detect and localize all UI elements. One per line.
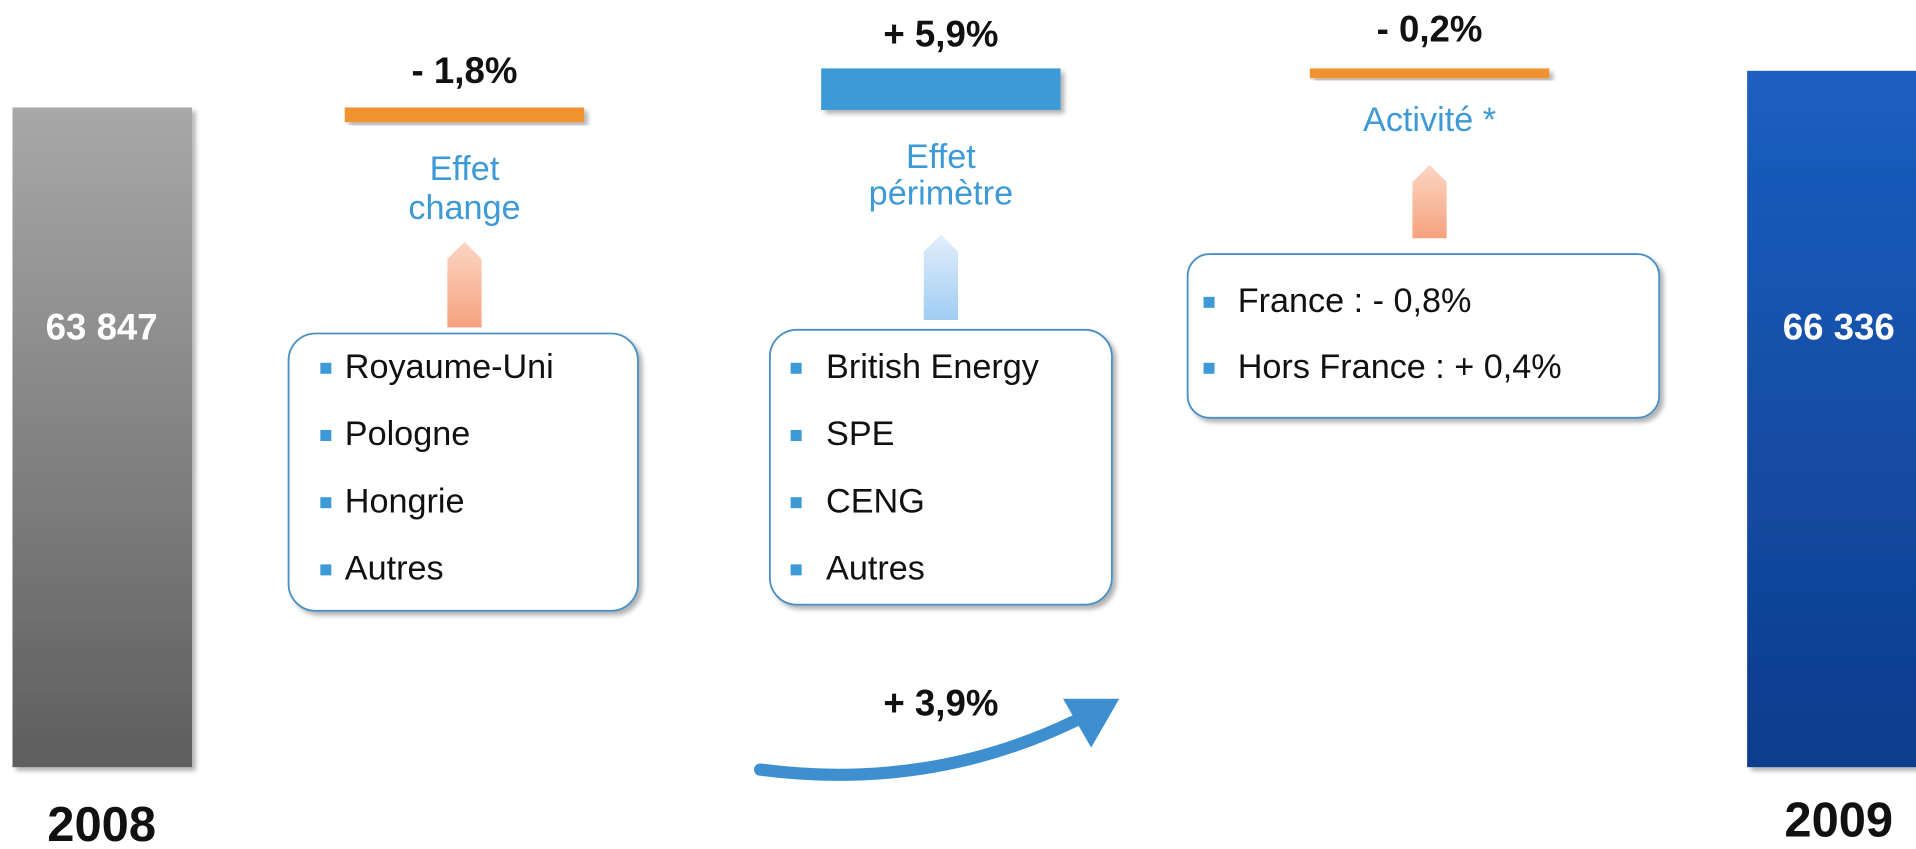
item-text: France : - 0,8% xyxy=(1238,282,1472,320)
bullet xyxy=(320,564,332,576)
bullet xyxy=(790,362,802,374)
bullet xyxy=(320,429,332,441)
curved-arrow xyxy=(753,714,1082,781)
item-text: Autres xyxy=(826,550,925,588)
start-year: 2008 xyxy=(47,798,156,849)
detail-box xyxy=(768,328,1113,606)
end-year: 2009 xyxy=(1784,793,1893,847)
arrow-head xyxy=(1063,698,1120,748)
item-text: CENG xyxy=(826,482,925,520)
bullet xyxy=(790,497,802,509)
item-list: Royaume-Uni Pologne Hongrie Autres xyxy=(320,348,554,588)
end-bar xyxy=(1747,70,1916,768)
item-text: Royaume-Uni xyxy=(345,348,554,386)
up-arrow xyxy=(923,234,958,321)
bullet xyxy=(1203,362,1215,374)
effect-value: - 1,8% xyxy=(412,50,518,91)
item-text: Hongrie xyxy=(345,482,465,520)
item-text: Hors France : + 0,4% xyxy=(1238,348,1562,386)
effect-bar xyxy=(1309,68,1550,79)
bullet xyxy=(790,564,802,576)
item-list: France : - 0,8% Hors France : + 0,4% xyxy=(1203,282,1562,386)
bullet xyxy=(1203,296,1215,308)
item-list: British Energy SPE CENG Autres xyxy=(790,348,1040,588)
start-value: 63 847 xyxy=(46,306,158,347)
item-text: British Energy xyxy=(826,348,1040,386)
item-text: SPE xyxy=(826,415,894,453)
detail-box xyxy=(287,332,639,612)
effect-bar xyxy=(821,68,1061,110)
effect-label: Effet xyxy=(906,138,976,176)
effect-bar xyxy=(344,107,585,123)
end-value: 66 336 xyxy=(1783,306,1895,347)
item-text: Autres xyxy=(345,550,444,588)
bullet xyxy=(320,362,332,374)
up-arrow xyxy=(1412,164,1447,239)
item-text: Pologne xyxy=(345,415,470,453)
effect-value: - 0,2% xyxy=(1377,8,1483,49)
effect-label: Activité * xyxy=(1363,101,1496,139)
bullet xyxy=(790,429,802,441)
detail-box xyxy=(1186,253,1661,419)
effect-value: + 5,9% xyxy=(883,13,998,54)
total-change: + 3,9% xyxy=(883,683,998,724)
bullet xyxy=(320,497,332,509)
effect-label: périmètre xyxy=(869,174,1013,212)
effect-label: change xyxy=(408,189,520,227)
start-bar xyxy=(12,107,193,768)
up-arrow xyxy=(447,241,482,328)
effect-label: Effet xyxy=(430,150,500,188)
